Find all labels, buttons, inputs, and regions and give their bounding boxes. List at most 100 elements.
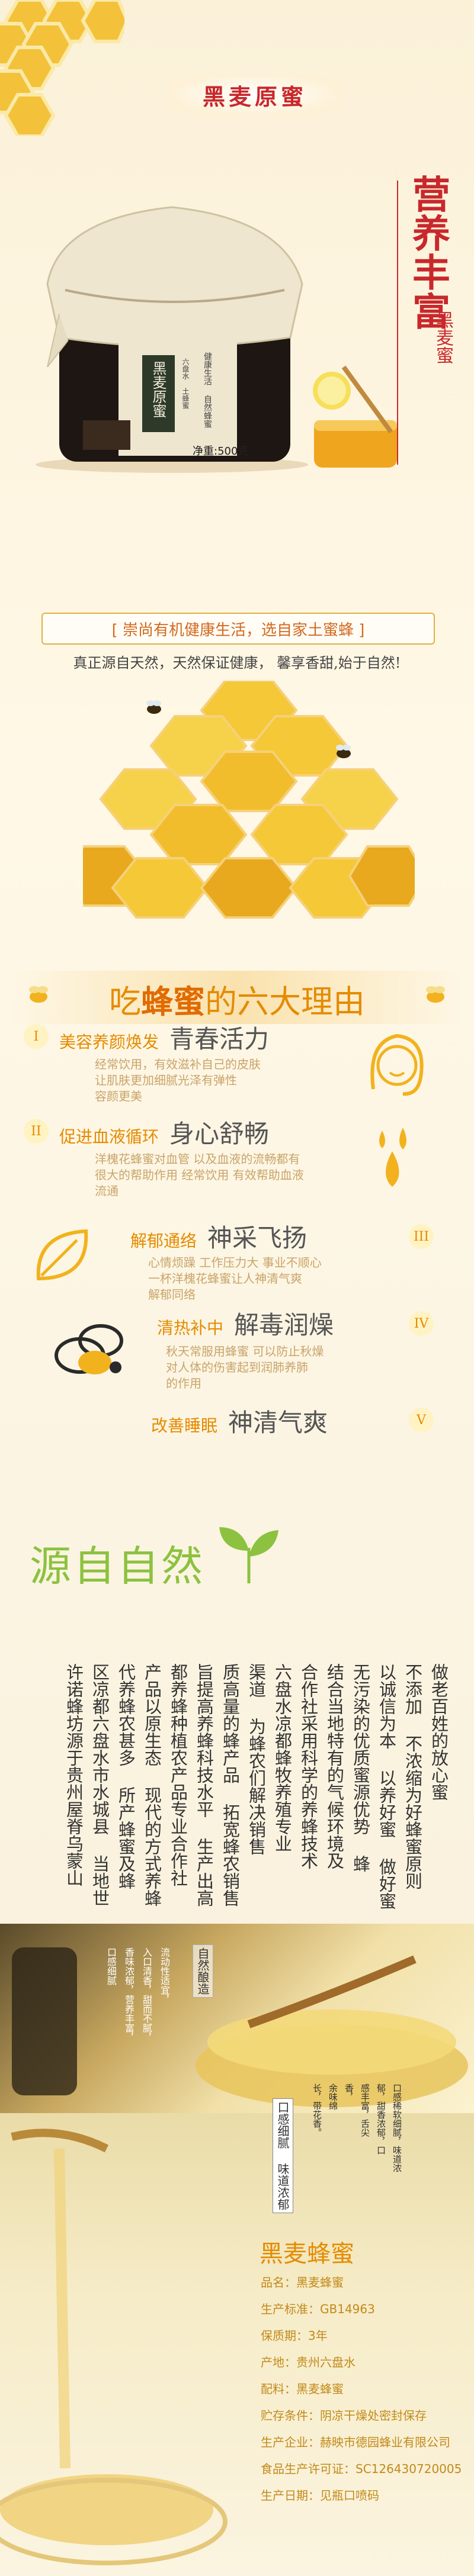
origin-column: 旨提高养蜂科技水平 生产出高	[194, 1663, 214, 1907]
reason-desc-line: 流通	[95, 1184, 118, 1198]
jar-label: 黑麦原蜜	[150, 361, 166, 418]
jar-side-text: 健康生活 自然蜂蜜	[203, 352, 212, 428]
photo-desc-line: 郁，甜香浓郁，口	[376, 2084, 386, 2155]
info-title: 黑麦蜂蜜	[260, 2240, 354, 2268]
info-row: 配料：黑麦蜂蜜	[261, 2379, 462, 2397]
bee-icon	[426, 986, 445, 1003]
info-value: SC126430720005	[356, 2462, 462, 2476]
reasons-title: 吃蜂蜜的六大理由	[0, 975, 474, 1022]
info-key: 品名：	[261, 2275, 296, 2290]
info-row: 生产标准：GB14963	[261, 2300, 462, 2317]
reason-desc-line: 秋天常服用蜂蜜 可以防止秋燥	[166, 1344, 324, 1358]
sprout-icon	[219, 1527, 278, 1583]
honey-bowl-image	[313, 365, 397, 468]
photo-desc-line: 香，	[344, 2084, 354, 2101]
info-row: 生产日期：见瓶口喷码	[261, 2486, 462, 2503]
info-value: 黑麦蜂蜜	[296, 2382, 344, 2396]
info-value: 3年	[308, 2329, 328, 2343]
info-value: GB14963	[320, 2302, 375, 2316]
reason-desc-line: 对人体的伤害起到润肺养肺	[166, 1360, 308, 1374]
origin-column: 代养蜂农甚多 所产蜂蜜及蜂	[116, 1663, 136, 1889]
reason-main: 解毒润燥	[234, 1310, 334, 1339]
origin-column: 产品以原生态 现代的方式养蜂	[142, 1663, 162, 1907]
reason-heading: 清热补中 解毒润燥	[157, 1305, 334, 1341]
reason-heading: 解郁通络 神采飞扬	[130, 1218, 307, 1254]
reasons-title-highlight: 蜂蜜	[141, 983, 205, 1020]
reason-desc-line: 洋槐花蜂蜜对血管 以及血液的流畅都有	[95, 1152, 300, 1166]
reason-desc: 洋槐花蜂蜜对血管 以及血液的流畅都有 很大的帮助作用 经常饮用 有效帮助血液 流…	[95, 1151, 304, 1199]
info-key: 配料：	[261, 2382, 296, 2396]
info-value: 见瓶口喷码	[320, 2488, 379, 2503]
info-value: 阴凉干燥处密封保存	[320, 2408, 427, 2423]
bee-icon	[146, 700, 161, 714]
reason-number: III	[409, 1224, 434, 1249]
info-key: 贮存条件：	[261, 2408, 320, 2423]
bee-large-icon	[55, 1324, 123, 1374]
reason-sub: 改善睡眠	[151, 1416, 218, 1435]
info-key: 生产日期：	[261, 2488, 320, 2503]
photo-mid-label: 口感细腻 味道浓郁	[273, 2098, 293, 2213]
origin-column: 渠道 为蜂农们解决销售	[246, 1663, 267, 1855]
info-row: 保质期：3年	[261, 2326, 462, 2343]
info-value: 贵州六盘水	[296, 2355, 356, 2369]
info-row: 品名：黑麦蜂蜜	[261, 2273, 462, 2290]
origin-column: 做老百姓的放心蜜	[428, 1663, 449, 1801]
reason-number: V	[409, 1408, 434, 1432]
jar-small-text: 六盘水 土蜂蜜	[181, 358, 190, 409]
reason-main: 身心舒畅	[169, 1119, 270, 1148]
reason-desc: 心情烦躁 工作压力大 事业不顺心 一杯洋槐花蜂蜜让人神清气爽 解郁同络	[148, 1255, 322, 1303]
honey-photo-bottom	[0, 2113, 474, 2576]
reason-main: 神采飞扬	[207, 1223, 308, 1252]
info-key: 生产企业：	[261, 2435, 320, 2449]
jar-weight: 净重:500克	[193, 445, 249, 458]
origin-column: 区凉都六盘水市水城县 当地世	[89, 1663, 110, 1907]
tagline-box: [ 崇尚有机健康生活，选自家土蜜蜂 ]	[41, 613, 435, 645]
info-key: 产地：	[261, 2355, 296, 2369]
honeycomb-pyramid-image	[83, 681, 415, 919]
reason-sub: 清热补中	[157, 1318, 224, 1338]
reason-sub: 解郁通络	[130, 1231, 197, 1251]
info-table: 品名：黑麦蜂蜜 生产标准：GB14963 保质期：3年 产地：贵州六盘水 配料：…	[261, 2273, 462, 2503]
photo-desc-line: 余味绵	[328, 2084, 338, 2110]
info-row: 贮存条件：阴凉干燥处密封保存	[261, 2406, 462, 2423]
photo-top-desc: 流动性适宜， 入口清香，甜而不腻， 香味浓郁，营养丰富， 口感细腻	[104, 1947, 171, 2042]
photo-desc-line: 口感稀软细腻，味道浓	[392, 2084, 402, 2172]
info-row: 产地：贵州六盘水	[261, 2353, 462, 2370]
reason-desc-line: 经常饮用，有效滋补自己的皮肤	[95, 1057, 261, 1071]
leaf-icon	[30, 1222, 95, 1287]
photo-desc-line: 香味浓郁，营养丰富，	[123, 1947, 134, 2042]
reason-desc-line: 一杯洋槐花蜂蜜让人神清气爽	[148, 1271, 302, 1286]
honeycomb-decoration	[0, 0, 124, 136]
photo-desc-line: 长，带花香。	[312, 2084, 322, 2137]
info-value: 赫映市德园蜂业有限公司	[320, 2435, 450, 2449]
reason-main: 神清气爽	[228, 1408, 328, 1437]
origin-column: 合作社采用科学的养蜂技术	[298, 1663, 319, 1869]
honey-photo-top	[0, 1924, 474, 2113]
face-icon	[370, 1033, 424, 1096]
reason-sub: 促进血液循环	[59, 1127, 159, 1147]
origin-column: 许诺蜂坊源于贵州屋脊乌蒙山	[63, 1663, 84, 1886]
reasons-title-line	[12, 971, 462, 1024]
info-value: 黑麦蜂蜜	[296, 2275, 344, 2290]
reason-desc-line: 的作用	[166, 1376, 201, 1390]
reason-heading: 促进血液循环 身心舒畅	[59, 1114, 269, 1150]
photo-desc-line: 口感细腻	[105, 1947, 117, 1985]
origin-column: 都养蜂种植农产品专业合作社	[168, 1663, 188, 1886]
origin-column: 六盘水凉都蜂牧养殖专业	[272, 1663, 293, 1852]
photo-top-label: 自然酿造	[193, 1944, 213, 1998]
origin-column: 无污染的优质蜜源优势 蜂	[350, 1663, 371, 1872]
origin-column: 以诚信为本 以养好蜜 做好蜜	[376, 1663, 397, 1910]
reason-number: IV	[409, 1311, 434, 1336]
reason-desc: 秋天常服用蜂蜜 可以防止秋燥 对人体的伤害起到润肺养肺 的作用	[166, 1344, 324, 1392]
info-key: 生产标准：	[261, 2302, 320, 2316]
photo-desc-line: 流动性适宜，	[159, 1947, 170, 2004]
info-key: 食品生产许可证：	[261, 2462, 356, 2476]
reason-heading: 改善睡眠 神清气爽	[151, 1403, 328, 1439]
reason-number: II	[24, 1119, 49, 1144]
origin-column: 不添加 不浓缩为好蜂蜜原则	[402, 1663, 423, 1889]
hero-title: 营养丰富	[406, 175, 450, 331]
reason-desc: 经常饮用，有效滋补自己的皮肤 让肌肤更加细腻光泽有弹性 容颜更美	[95, 1057, 261, 1105]
honey-jar-image	[36, 206, 308, 473]
info-row: 生产企业：赫映市德园蜂业有限公司	[261, 2433, 462, 2450]
